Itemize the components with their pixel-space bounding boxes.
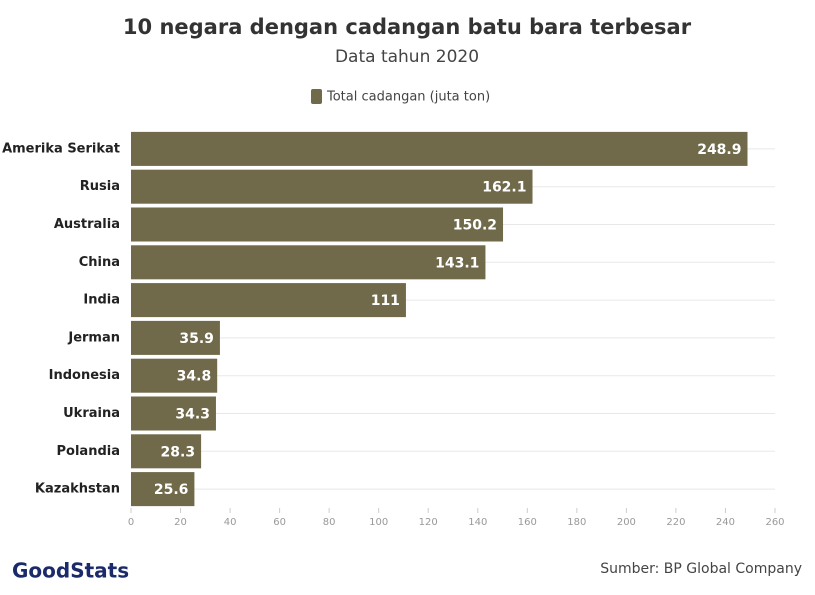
bar	[131, 283, 406, 318]
x-tick-label: 0	[128, 517, 134, 528]
legend-swatch	[311, 89, 322, 104]
bar	[131, 396, 216, 431]
y-tick-label: Ukraina	[63, 406, 120, 421]
x-tick-label: 260	[765, 517, 784, 528]
y-tick-label: India	[83, 293, 120, 308]
y-tick-label: Amerika Serikat	[2, 141, 120, 156]
x-tick-label: 180	[567, 517, 586, 528]
value-label: 111	[371, 293, 400, 309]
source: Sumber: BP Global Company	[600, 561, 802, 577]
logo: GoodStats	[12, 559, 129, 583]
value-label: 34.3	[175, 407, 210, 423]
value-label: 25.6	[154, 482, 189, 498]
value-label: 143.1	[435, 255, 479, 271]
value-label: 150.2	[453, 218, 497, 234]
y-tick-label: Australia	[54, 217, 120, 232]
y-tick-label: Rusia	[80, 179, 120, 194]
x-tick-label: 20	[174, 517, 187, 528]
y-tick-label: Jerman	[67, 330, 120, 345]
chart-subtitle: Data tahun 2020	[335, 47, 479, 67]
bar	[131, 358, 218, 393]
value-label: 35.9	[179, 331, 214, 347]
x-tick-label: 40	[224, 517, 237, 528]
bar	[131, 472, 195, 507]
value-label: 162.1	[482, 180, 526, 196]
x-tick-label: 80	[323, 517, 336, 528]
x-tick-label: 120	[419, 517, 438, 528]
bar	[131, 207, 504, 242]
y-tick-label: Kazakhstan	[35, 482, 120, 497]
value-label: 34.8	[177, 369, 212, 385]
bar	[131, 434, 202, 469]
bar	[131, 169, 533, 204]
legend-label: Total cadangan (juta ton)	[326, 90, 490, 105]
bar	[131, 320, 220, 355]
x-tick-label: 200	[617, 517, 636, 528]
value-label: 28.3	[161, 444, 196, 460]
y-tick-label: China	[79, 255, 120, 270]
chart-title: 10 negara dengan cadangan batu bara terb…	[123, 15, 692, 39]
x-tick-label: 160	[518, 517, 537, 528]
x-tick-label: 140	[468, 517, 487, 528]
x-tick-label: 60	[273, 517, 286, 528]
y-tick-label: Polandia	[57, 444, 120, 459]
value-label: 248.9	[697, 142, 741, 158]
x-tick-label: 100	[369, 517, 388, 528]
bar	[131, 131, 748, 166]
bar	[131, 245, 486, 280]
x-tick-label: 240	[716, 517, 735, 528]
y-tick-label: Indonesia	[49, 368, 120, 383]
x-tick-label: 220	[666, 517, 685, 528]
